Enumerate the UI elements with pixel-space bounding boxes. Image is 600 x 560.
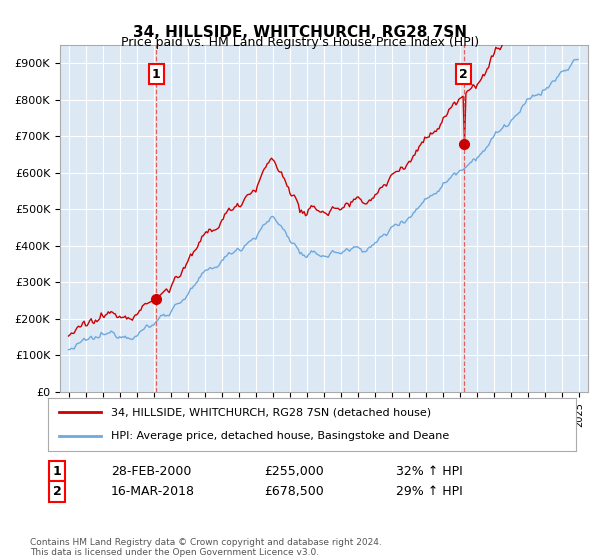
Text: HPI: Average price, detached house, Basingstoke and Deane: HPI: Average price, detached house, Basi… [112, 431, 449, 441]
Text: 1: 1 [152, 68, 161, 81]
Text: 28-FEB-2000: 28-FEB-2000 [111, 465, 191, 478]
Text: £678,500: £678,500 [264, 485, 324, 498]
Text: Price paid vs. HM Land Registry's House Price Index (HPI): Price paid vs. HM Land Registry's House … [121, 36, 479, 49]
Text: 29% ↑ HPI: 29% ↑ HPI [396, 485, 463, 498]
Text: 1: 1 [53, 465, 61, 478]
Text: 2: 2 [460, 68, 468, 81]
Text: 34, HILLSIDE, WHITCHURCH, RG28 7SN: 34, HILLSIDE, WHITCHURCH, RG28 7SN [133, 25, 467, 40]
Text: Contains HM Land Registry data © Crown copyright and database right 2024.
This d: Contains HM Land Registry data © Crown c… [30, 538, 382, 557]
Text: 16-MAR-2018: 16-MAR-2018 [111, 485, 195, 498]
Text: 2: 2 [53, 485, 61, 498]
Text: £255,000: £255,000 [264, 465, 324, 478]
Text: 32% ↑ HPI: 32% ↑ HPI [396, 465, 463, 478]
Text: 34, HILLSIDE, WHITCHURCH, RG28 7SN (detached house): 34, HILLSIDE, WHITCHURCH, RG28 7SN (deta… [112, 408, 431, 418]
